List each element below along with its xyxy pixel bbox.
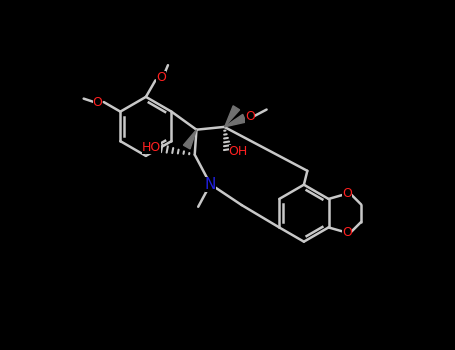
- Text: N: N: [205, 177, 216, 192]
- Text: HO: HO: [142, 141, 161, 154]
- Text: O: O: [93, 96, 102, 108]
- Text: O: O: [245, 110, 255, 123]
- Text: O: O: [342, 187, 352, 200]
- Polygon shape: [225, 106, 240, 126]
- Polygon shape: [224, 114, 246, 127]
- Text: O: O: [156, 71, 166, 84]
- Polygon shape: [183, 130, 197, 149]
- Text: OH: OH: [228, 145, 248, 158]
- Text: O: O: [342, 226, 352, 239]
